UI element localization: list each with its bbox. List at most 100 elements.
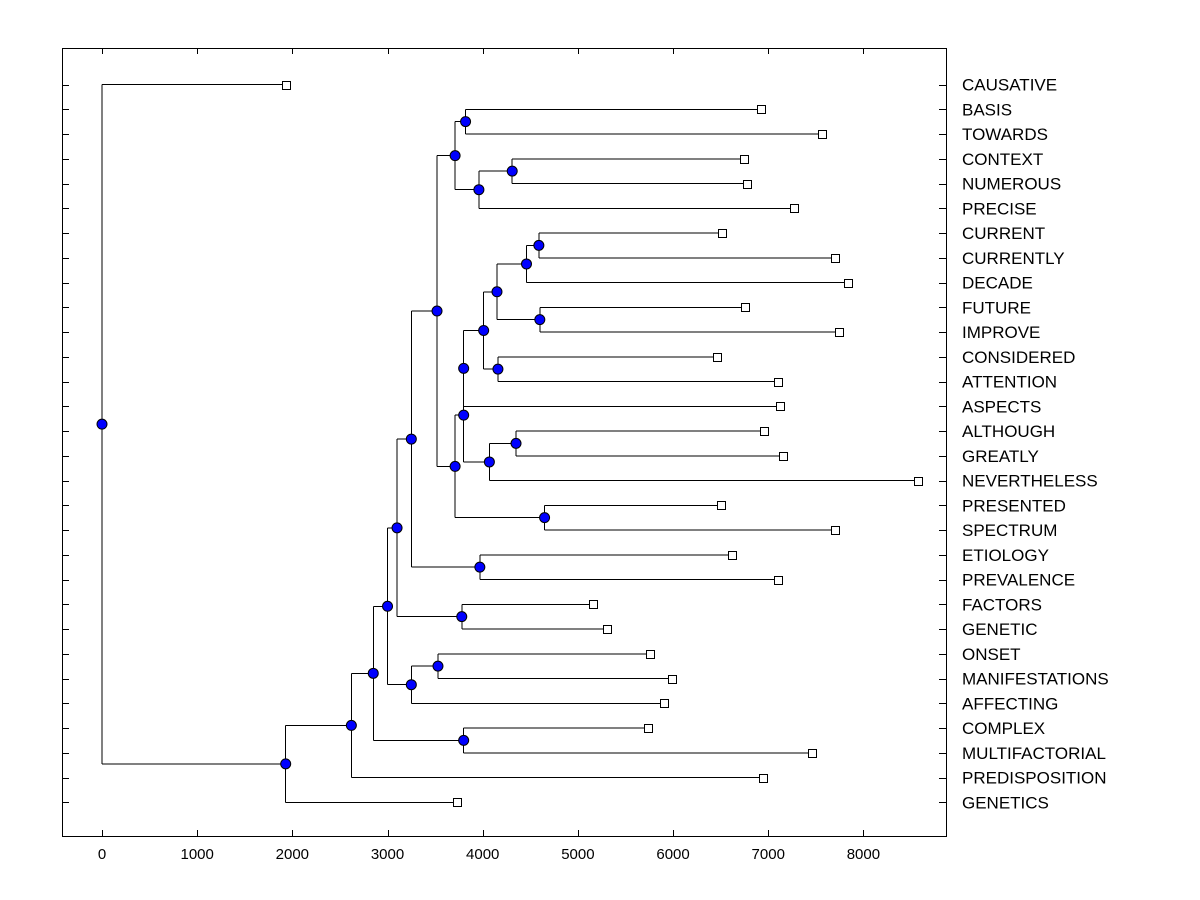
leaf-marker-current [718,229,727,238]
leaf-marker-predisposition [759,774,768,783]
leaf-label-precise: PRECISE [962,199,1037,218]
x-tick-label-3000: 3000 [371,846,404,863]
leaf-marker-prevalence [774,576,783,585]
node-marker-n28 [533,239,545,251]
leaf-marker-precise [790,204,799,213]
leaf-marker-considered [713,353,722,362]
leaf-tick-marks-left [62,85,69,803]
node-marker-n2 [280,758,292,770]
leaf-label-aspects: ASPECTS [962,397,1041,416]
leaf-label-factors: FACTORS [962,595,1042,614]
leaf-marker-onset [646,650,655,659]
leaf-label-prevalence: PREVALENCE [962,571,1075,590]
leaf-markers [282,81,923,807]
node-marker-n22 [506,165,518,177]
leaf-label-basis: BASIS [962,100,1012,119]
node-marker-n12 [458,362,470,374]
node-marker-n3 [345,719,357,731]
leaf-marker-etiology [728,551,737,560]
leaf-label-spectrum: SPECTRUM [962,521,1057,540]
leaf-label-towards: TOWARDS [962,125,1048,144]
node-marker-n13 [483,456,495,468]
leaf-marker-factors [589,600,598,609]
x-axis: 0 1000 2000 3000 4000 5000 6000 7000 8000 [98,48,880,863]
leaf-marker-causative [282,81,291,90]
x-tick-label-6000: 6000 [656,846,689,863]
leaf-label-currently: CURRENTLY [962,249,1065,268]
branch-lines [101,84,918,803]
node-marker-n27 [492,363,504,375]
leaf-label-current: CURRENT [962,224,1045,243]
node-marker-n29 [510,437,522,449]
node-marker-n17 [405,679,417,691]
leaf-label-improve: IMPROVE [962,323,1040,342]
leaf-marker-basis [757,105,766,114]
leaf-label-nevertheless: NEVERTHELESS [962,472,1098,491]
node-marker-n18 [432,660,444,672]
leaf-marker-spectrum [831,526,840,535]
node-marker-n19 [458,734,470,746]
x-tick-label-7000: 7000 [752,846,785,863]
leaf-marker-multifactorial [808,749,817,758]
node-marker-n24 [491,286,503,298]
x-tick-label-1000: 1000 [180,846,213,863]
node-marker-n21 [473,184,485,196]
x-tick-label-8000: 8000 [847,846,880,863]
leaf-marker-although [760,427,769,436]
node-marker-n11 [458,409,470,421]
node-marker-n25 [520,258,532,270]
node-marker-n5 [382,600,394,612]
leaf-tick-marks-right [939,85,946,803]
leaf-marker-decade [844,279,853,288]
leaf-marker-attention [774,378,783,387]
node-marker-n7 [405,433,417,445]
leaf-marker-manifestations [668,675,677,684]
leaf-label-attention: ATTENTION [962,373,1057,392]
node-marker-n9 [449,150,461,162]
leaf-marker-numerous [743,180,752,189]
leaf-marker-improve [835,328,844,337]
leaf-marker-presented [717,501,726,510]
leaf-marker-nevertheless [914,477,923,486]
x-tick-label-4000: 4000 [466,846,499,863]
leaf-marker-complex [644,724,653,733]
leaf-label-future: FUTURE [962,298,1031,317]
leaf-label-although: ALTHOUGH [962,422,1055,441]
node-marker-n10 [449,460,461,472]
node-marker-n15 [474,561,486,573]
node-marker-n14 [539,512,551,524]
x-tick-label-5000: 5000 [561,846,594,863]
leaf-label-causative: CAUSATIVE [962,76,1057,95]
leaf-label-presented: PRESENTED [962,496,1066,515]
node-marker-n26 [534,314,546,326]
node-marker-n16 [456,611,468,623]
node-marker-n4 [367,667,379,679]
leaf-marker-context [740,155,749,164]
leaf-label-greatly: GREATLY [962,447,1039,466]
node-marker-n20 [460,116,472,128]
leaf-marker-genetic [603,625,612,634]
leaf-marker-currently [831,254,840,263]
leaf-label-onset: ONSET [962,645,1021,664]
leaf-marker-aspects [776,402,785,411]
leaf-label-numerous: NUMEROUS [962,175,1061,194]
node-marker-n8 [431,305,443,317]
node-marker-n6 [391,522,403,534]
node-marker-n23 [478,324,490,336]
node-markers [96,116,551,770]
x-tick-label-0: 0 [98,846,106,863]
leaf-label-etiology: ETIOLOGY [962,546,1049,565]
leaf-marker-future [741,303,750,312]
x-tick-label-2000: 2000 [276,846,309,863]
leaf-label-multifactorial: MULTIFACTORIAL [962,744,1106,763]
leaf-label-predisposition: PREDISPOSITION [962,769,1107,788]
leaf-label-decade: DECADE [962,274,1033,293]
leaf-marker-greatly [779,452,788,461]
leaf-label-affecting: AFFECTING [962,694,1058,713]
leaf-label-manifestations: MANIFESTATIONS [962,670,1109,689]
leaf-label-complex: COMPLEX [962,719,1045,738]
leaf-label-genetics: GENETICS [962,793,1049,812]
leaf-labels: CAUSATIVE BASIS TOWARDS CONTEXT NUMEROUS PREC… [962,76,1109,813]
plot-frame [62,48,947,837]
